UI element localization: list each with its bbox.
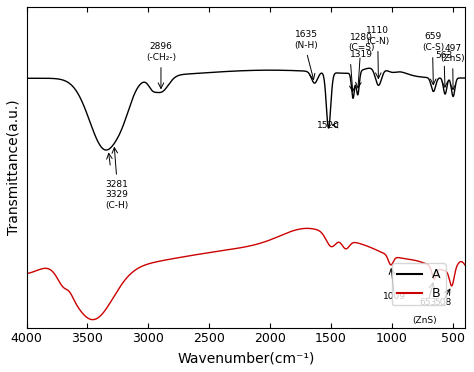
Y-axis label: Transmittance(a.u.): Transmittance(a.u.) [7,99,21,235]
Text: 1280
(C=S): 1280 (C=S) [348,33,375,52]
Text: 497
(ZnS): 497 (ZnS) [440,44,465,63]
Text: 659
(C-S): 659 (C-S) [422,32,444,52]
Text: 1319: 1319 [350,49,373,59]
Text: 508: 508 [434,298,452,307]
Text: 1009: 1009 [383,292,406,301]
Text: (ZnS): (ZnS) [412,317,437,326]
Text: 563: 563 [436,51,453,61]
Text: 653: 653 [420,298,437,307]
X-axis label: Wavenumber(cm⁻¹): Wavenumber(cm⁻¹) [177,351,314,365]
Legend: A, B: A, B [392,263,446,305]
Text: 3281
3329
(C-H): 3281 3329 (C-H) [105,180,128,210]
Text: 2896
(-CH₂-): 2896 (-CH₂-) [146,42,176,62]
Text: 1520: 1520 [317,121,339,129]
Text: 1110
(C-N): 1110 (C-N) [366,26,390,46]
Text: 1635
(N-H): 1635 (N-H) [295,30,319,49]
